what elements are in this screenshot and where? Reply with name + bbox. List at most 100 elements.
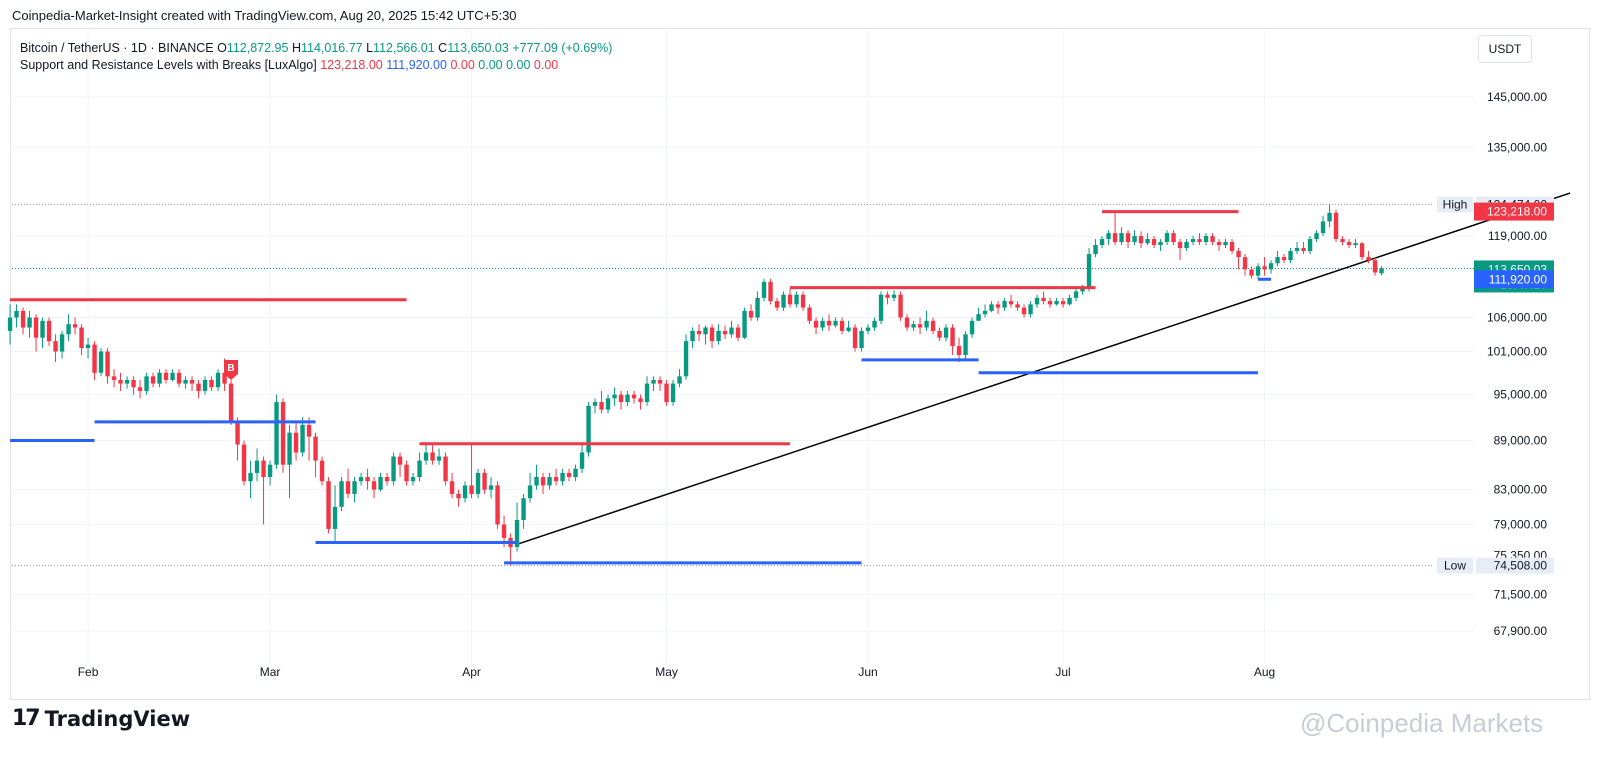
candle-body[interactable] — [527, 485, 533, 499]
candle-body[interactable] — [1145, 239, 1150, 244]
candle-body[interactable] — [170, 372, 175, 380]
candle-body[interactable] — [1346, 242, 1352, 246]
candle-body[interactable] — [1216, 242, 1222, 246]
candle-body[interactable] — [573, 468, 578, 478]
candle-body[interactable] — [826, 320, 832, 326]
candle-body[interactable] — [547, 477, 552, 486]
candle-body[interactable] — [345, 481, 351, 494]
candle-body[interactable] — [261, 460, 266, 478]
candle-body[interactable] — [1067, 297, 1072, 305]
candle-body[interactable] — [599, 402, 604, 410]
candle-body[interactable] — [66, 324, 71, 335]
candle-body[interactable] — [391, 456, 396, 482]
candle-body[interactable] — [566, 472, 572, 478]
candle-body[interactable] — [885, 294, 890, 298]
candle-body[interactable] — [638, 398, 643, 403]
candle-body[interactable] — [228, 383, 234, 422]
candle-body[interactable] — [254, 460, 260, 473]
candle-body[interactable] — [1041, 297, 1046, 302]
candle-body[interactable] — [1268, 263, 1274, 270]
candle-body[interactable] — [189, 379, 195, 384]
candle-body[interactable] — [27, 317, 32, 328]
candle-body[interactable] — [397, 456, 403, 465]
candle-body[interactable] — [14, 310, 19, 318]
candle-body[interactable] — [1034, 297, 1040, 305]
candle-body[interactable] — [514, 519, 520, 548]
candle-body[interactable] — [1242, 257, 1248, 270]
candle-body[interactable] — [982, 310, 988, 315]
candle-body[interactable] — [553, 477, 559, 482]
candle-body[interactable] — [1301, 248, 1306, 252]
candle-body[interactable] — [768, 281, 773, 302]
candle-body[interactable] — [111, 376, 117, 380]
candle-body[interactable] — [1203, 236, 1209, 243]
candle-body[interactable] — [33, 317, 39, 338]
candle-body[interactable] — [1002, 301, 1007, 308]
candle-body[interactable] — [631, 394, 637, 399]
candle-body[interactable] — [1255, 266, 1261, 276]
candle-body[interactable] — [1093, 245, 1098, 255]
candle-body[interactable] — [690, 330, 695, 342]
candle-body[interactable] — [1047, 301, 1053, 305]
candle-body[interactable] — [664, 383, 669, 403]
resistance-tag[interactable] — [1474, 202, 1554, 221]
chart-frame[interactable] — [10, 28, 1590, 700]
candle-body[interactable] — [521, 498, 526, 520]
candle-body[interactable] — [53, 341, 58, 352]
candle-body[interactable] — [326, 481, 331, 529]
candle-body[interactable] — [222, 372, 227, 384]
candle-body[interactable] — [1372, 260, 1378, 273]
candle-body[interactable] — [807, 307, 812, 321]
candle-body[interactable] — [774, 301, 780, 308]
candle-body[interactable] — [846, 327, 851, 331]
candle-body[interactable] — [865, 327, 871, 331]
candle-body[interactable] — [1275, 257, 1280, 264]
candle-body[interactable] — [7, 317, 13, 331]
candle-body[interactable] — [46, 320, 52, 342]
candle-body[interactable] — [1294, 248, 1300, 252]
candle-body[interactable] — [592, 402, 598, 406]
candle-body[interactable] — [904, 317, 910, 328]
candle-body[interactable] — [917, 324, 923, 328]
candle-body[interactable] — [735, 327, 741, 338]
candle-body[interactable] — [267, 464, 273, 478]
candle-body[interactable] — [625, 394, 630, 403]
candle-body[interactable] — [787, 294, 793, 305]
candle-body[interactable] — [644, 383, 650, 403]
candle-body[interactable] — [820, 320, 825, 328]
candle-body[interactable] — [729, 327, 734, 335]
candle-body[interactable] — [157, 372, 162, 384]
candle-body[interactable] — [150, 376, 156, 384]
candle-body[interactable] — [59, 334, 65, 352]
candle-body[interactable] — [878, 294, 884, 321]
candle-body[interactable] — [1379, 268, 1384, 274]
candle-body[interactable] — [937, 330, 942, 338]
candle-body[interactable] — [761, 281, 767, 298]
candle-body[interactable] — [462, 485, 468, 499]
candle-body[interactable] — [989, 304, 994, 311]
candle-body[interactable] — [1353, 243, 1358, 246]
candle-body[interactable] — [1099, 239, 1105, 246]
candle-body[interactable] — [1060, 301, 1066, 305]
candle-body[interactable] — [950, 327, 955, 346]
candle-body[interactable] — [1340, 239, 1345, 243]
candle-body[interactable] — [579, 452, 585, 469]
candle-body[interactable] — [118, 379, 123, 384]
candle-body[interactable] — [943, 327, 949, 338]
candle-body[interactable] — [852, 327, 858, 349]
candle-body[interactable] — [1125, 233, 1131, 243]
candle-body[interactable] — [677, 376, 682, 384]
candle-body[interactable] — [657, 379, 663, 384]
candle-body[interactable] — [1106, 233, 1111, 240]
candle-body[interactable] — [306, 424, 312, 437]
candle-body[interactable] — [800, 294, 806, 308]
candle-body[interactable] — [924, 320, 929, 328]
candle-body[interactable] — [956, 345, 962, 356]
candle-body[interactable] — [79, 327, 84, 349]
candle-body[interactable] — [1288, 251, 1293, 261]
candle-body[interactable] — [1054, 301, 1059, 305]
candle-body[interactable] — [313, 436, 318, 461]
candle-body[interactable] — [40, 320, 45, 338]
candle-body[interactable] — [1164, 233, 1170, 243]
